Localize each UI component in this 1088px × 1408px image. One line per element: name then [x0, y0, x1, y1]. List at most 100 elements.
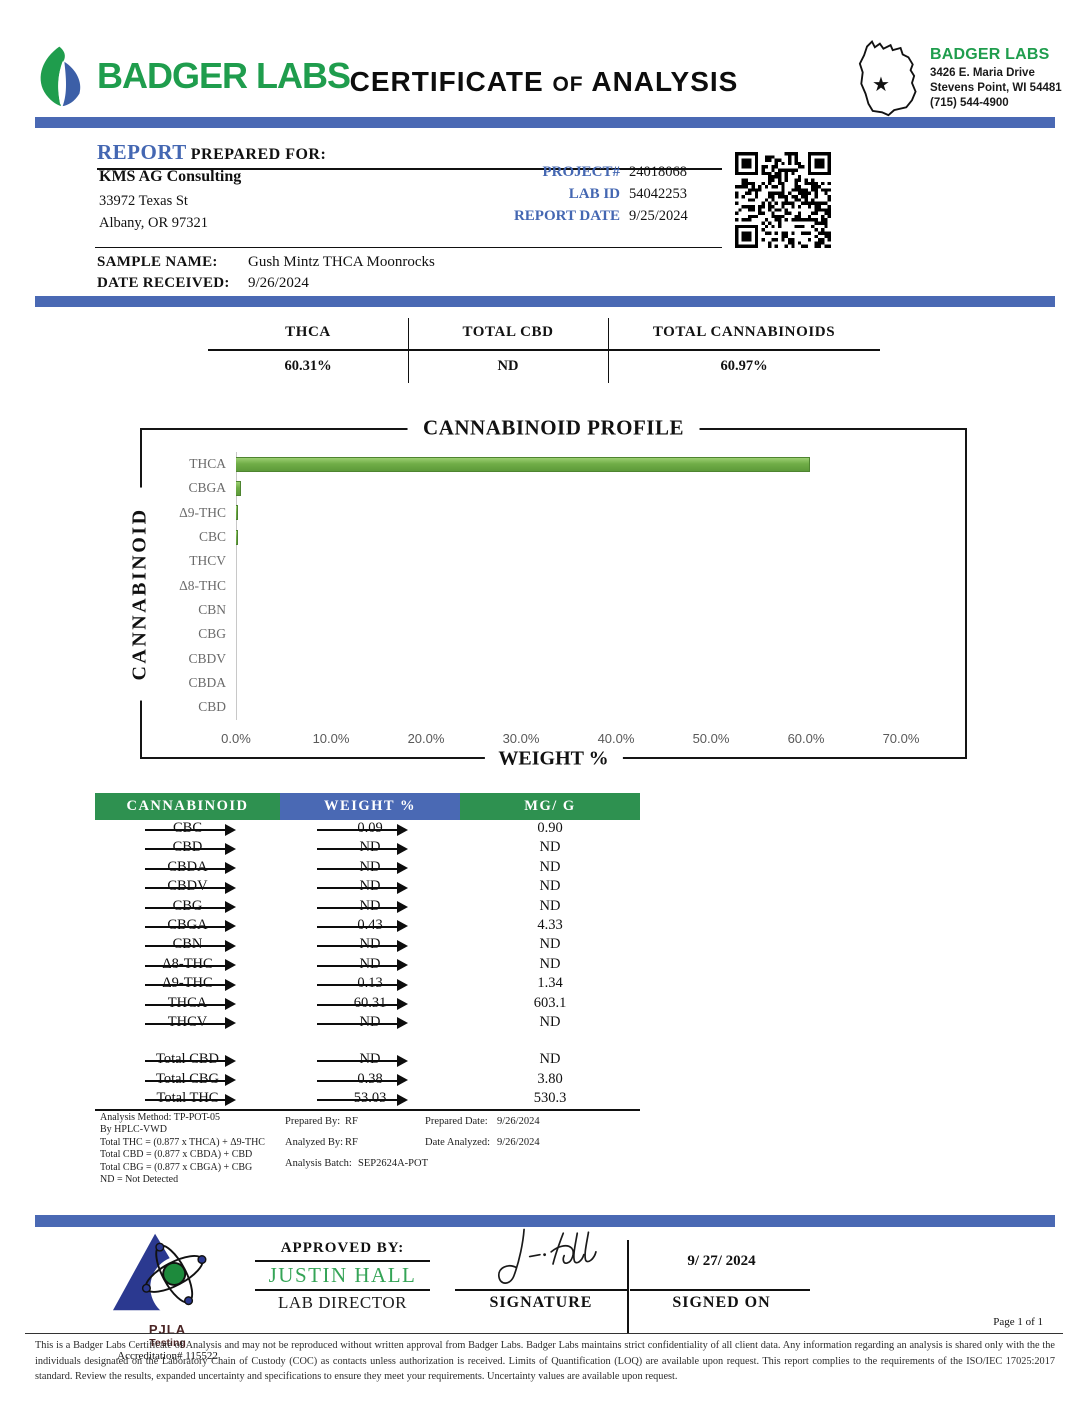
chart-plot-area: THCA CBGA Δ9-THC CBC THCV Δ8-THC CBN CBG CBDV CBD…: [142, 452, 957, 720]
date-received-value: 9/26/2024: [248, 275, 309, 291]
signed-on-rule: [630, 1289, 810, 1291]
chart-category-label: CBDV: [188, 650, 226, 666]
weight-value: ND: [359, 878, 381, 895]
summary-cannabinoids-value: 60.97%: [720, 358, 768, 374]
mg-value: ND: [539, 955, 561, 972]
arrow-icon: [317, 998, 408, 1011]
table-row-CBGA: CBGA 0.43 4.33: [95, 917, 640, 936]
signed-on-date: 9/ 27/ 2024: [687, 1253, 756, 1269]
summary-thca-label: THCA: [285, 324, 331, 340]
arrow-icon: [145, 978, 236, 991]
cannabinoid-name: THCV: [167, 1013, 208, 1030]
arrow-icon: [145, 881, 236, 894]
signature-rule: [455, 1289, 627, 1291]
arrow-icon: [145, 1074, 236, 1087]
chart-category-label: CBD: [198, 699, 226, 715]
table-row-CBC: CBC 0.09 0.90: [95, 820, 640, 839]
total-row-Total THC: Total THC 53.03 530.3: [95, 1090, 640, 1109]
chart-tick-1: 10.0%: [312, 731, 350, 746]
arrow-icon: [145, 920, 236, 933]
chart-row-Δ9-THC: Δ9-THC: [142, 501, 957, 525]
mg-value: 530.3: [533, 1090, 567, 1107]
weight-value: ND: [359, 858, 381, 875]
chart-axis-line: [236, 452, 237, 720]
approved-by-label: APPROVED BY:: [280, 1240, 405, 1256]
chart-tick-7: 70.0%: [882, 731, 920, 746]
meta-row-0: PROJECT# 24018068: [430, 163, 688, 185]
arrow-icon: [317, 978, 408, 991]
footer-rule: [25, 1333, 1063, 1334]
client-address-line2: Albany, OR 97321: [99, 215, 209, 231]
arrow-icon: [145, 862, 236, 875]
arrow-icon: [317, 823, 408, 836]
mg-value: 3.80: [537, 1070, 563, 1087]
prepared-date-label: Prepared Date:: [425, 1116, 488, 1127]
chart-category-label: Δ8-THC: [179, 577, 226, 593]
arrow-icon: [145, 1054, 236, 1067]
table-row-CBN: CBN ND ND: [95, 936, 640, 955]
chart-row-CBD: CBD: [142, 695, 957, 719]
arrow-icon: [145, 823, 236, 836]
arrow-icon: [145, 901, 236, 914]
weight-value: ND: [359, 1013, 381, 1030]
chart-tick-5: 50.0%: [692, 731, 730, 746]
pjla-org-name: PJLA: [148, 1322, 187, 1337]
weight-value: 53.03: [353, 1090, 387, 1107]
arrow-icon: [145, 959, 236, 972]
divider-bar-bottom: [35, 1215, 1055, 1227]
summary-underline: [208, 349, 880, 351]
logo-wordmark: BADGER LABS: [97, 55, 351, 96]
mg-value: ND: [539, 1051, 561, 1068]
arrow-icon: [317, 842, 408, 855]
footnote-line-2: Total THC = (0.877 x THCA) + Δ9-THC: [100, 1136, 265, 1148]
bar-CBGA: [236, 480, 242, 496]
lab-name: BADGER LABS: [930, 46, 1050, 63]
cannabinoid-name: CBD: [172, 839, 203, 856]
arrow-icon: [145, 998, 236, 1011]
arrow-icon: [145, 842, 236, 855]
summary-thca-value: 60.31%: [284, 358, 332, 374]
accreditation-number: Accreditation# 115522: [117, 1350, 218, 1362]
mg-value: ND: [539, 897, 561, 914]
total-row-Total CBG: Total CBG 0.38 3.80: [95, 1071, 640, 1090]
summary-cannabinoids-label: TOTAL CANNABINOIDS: [652, 324, 836, 340]
arrow-icon: [145, 1093, 236, 1106]
cannabinoid-name: Total CBG: [155, 1070, 220, 1087]
chart-category-label: THCV: [189, 553, 226, 569]
chart-category-label: CBDA: [188, 674, 226, 690]
weight-value: ND: [359, 955, 381, 972]
signed-on-label: SIGNED ON: [672, 1294, 771, 1311]
table-row-THCA: THCA 60.31 603.1: [95, 995, 640, 1014]
cannabinoid-name: CBC: [172, 820, 202, 836]
disclaimer-text: This is a Badger Labs Certificate of Ana…: [35, 1340, 1055, 1383]
meta-label-1: LAB ID: [568, 186, 620, 202]
approver-rule: [255, 1289, 430, 1291]
summary-cbd-label: TOTAL CBD: [462, 324, 554, 340]
leaf-icon: [40, 46, 81, 107]
chart-tick-6: 60.0%: [787, 731, 825, 746]
arrow-icon: [317, 920, 408, 933]
weight-value: 0.09: [357, 820, 383, 836]
weight-value: 0.38: [357, 1070, 383, 1087]
table-row-CBG: CBG ND ND: [95, 898, 640, 917]
cannabinoid-name: THCA: [167, 994, 208, 1011]
arrow-icon: [317, 1093, 408, 1106]
cannabinoid-profile-chart: CANNABINOID PROFILE CANNABINOID THCA CBGA…: [128, 415, 967, 771]
footnote-line-5: ND = Not Detected: [100, 1174, 179, 1186]
table-row-CBDV: CBDV ND ND: [95, 878, 640, 897]
analysis-batch-label: Analysis Batch:: [285, 1158, 352, 1169]
badger-labs-logo: BADGER LABS: [35, 45, 351, 107]
mg-value: ND: [539, 878, 561, 895]
header-mg-g: MG/ G: [460, 793, 640, 820]
chart-tick-2: 20.0%: [407, 731, 445, 746]
cannabinoid-name: CBGA: [167, 916, 208, 933]
chart-row-CBDV: CBDV: [142, 646, 957, 670]
summary-divider-2: [608, 318, 609, 383]
date-analyzed-label: Date Analyzed:: [425, 1137, 491, 1148]
page-number: Page 1 of 1: [993, 1316, 1043, 1328]
analyzed-by-label: Analyzed By:: [285, 1137, 344, 1148]
wisconsin-map-icon: ★: [850, 38, 924, 118]
chart-category-label: CBG: [198, 626, 226, 642]
lab-address-block: ★ BADGER LABS 3426 E. Maria Drive Steven…: [850, 38, 1062, 118]
bar-Δ9-THC: [236, 505, 239, 521]
